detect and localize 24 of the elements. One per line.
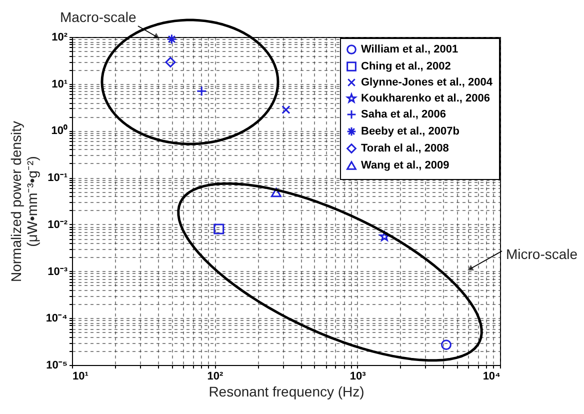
y-axis-title: Normalized power density (μW•mm⁻³•g⁻²): [8, 120, 40, 282]
y-tick-label: 10⁻²: [48, 218, 68, 231]
x-tick-label: 10⁴: [482, 370, 500, 382]
y-tick-label: 10²: [52, 32, 68, 44]
y-tick-label: 10⁻³: [48, 266, 68, 278]
legend-label: Glynne-Jones et al., 2004: [361, 76, 494, 88]
legend-label: Beeby et al., 2007b: [361, 126, 460, 138]
x-axis-title: Resonant frequency (Hz): [208, 384, 364, 400]
legend-label: Wang et al., 2009: [361, 160, 450, 172]
legend-label: Saha et al., 2006: [361, 108, 446, 120]
y-tick-label: 10¹: [52, 78, 68, 90]
y-tick-label: 10⁻¹: [48, 172, 68, 184]
x-tick-label: 10¹: [72, 370, 89, 382]
text: Micro-scale: [506, 246, 578, 262]
y-tick-label: 10⁻⁵: [46, 360, 68, 372]
legend-label: Koukharenko et al., 2006: [361, 92, 490, 104]
y-tick-label: 10⁻⁴: [46, 312, 68, 325]
text: Macro-scale: [60, 9, 136, 25]
x-tick-label: 10²: [207, 370, 224, 382]
legend-label: William et al., 2001: [361, 44, 458, 56]
legend-label: Torah el al., 2008: [361, 142, 449, 154]
y-tick-label: 10⁰: [51, 124, 68, 138]
legend-label: Ching et al., 2002: [361, 60, 451, 72]
x-tick-label: 10³: [350, 370, 366, 382]
